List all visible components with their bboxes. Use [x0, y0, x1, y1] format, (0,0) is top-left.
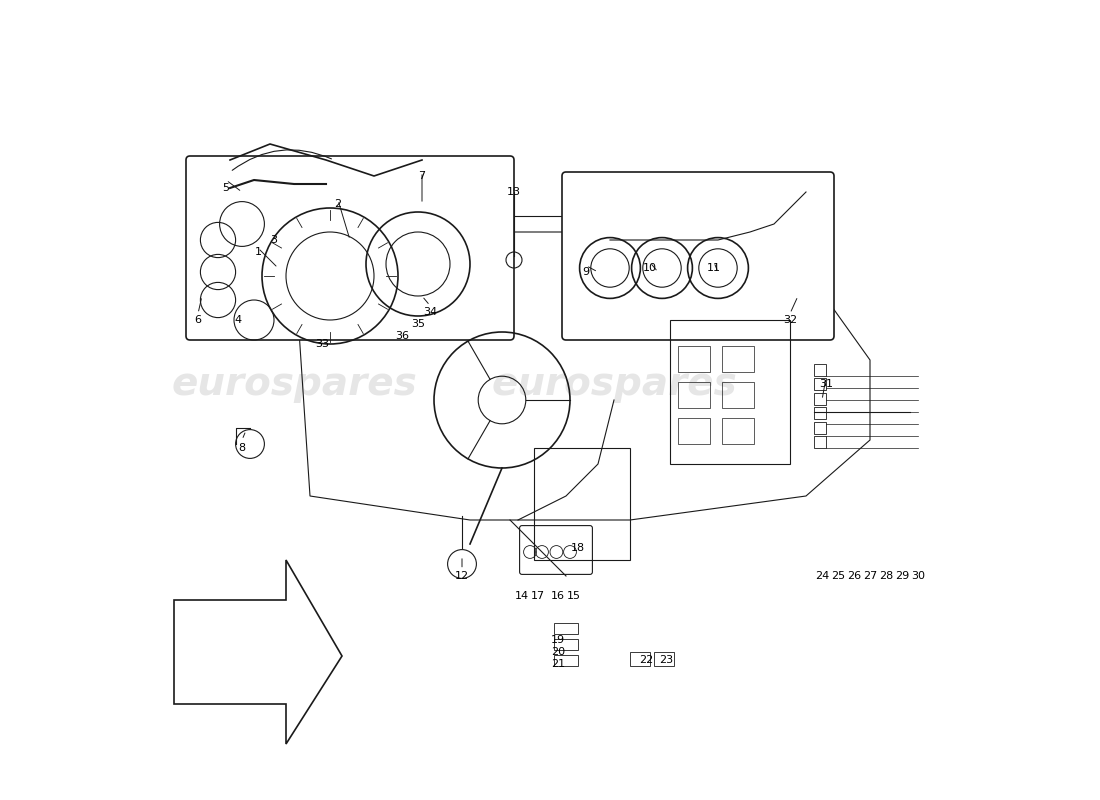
Bar: [554, 623, 578, 634]
Text: 24: 24: [815, 571, 829, 581]
Text: 8: 8: [239, 443, 245, 453]
Text: 5: 5: [222, 183, 230, 193]
Text: 26: 26: [847, 571, 861, 581]
Text: 32: 32: [783, 315, 798, 325]
Bar: [670, 320, 790, 464]
Bar: [814, 436, 826, 448]
Text: 7: 7: [418, 171, 426, 181]
Text: 34: 34: [422, 307, 437, 317]
Bar: [814, 378, 826, 390]
Text: 29: 29: [895, 571, 909, 581]
Text: 11: 11: [707, 263, 721, 273]
Text: 21: 21: [551, 659, 565, 669]
Text: 2: 2: [334, 199, 342, 209]
Text: 35: 35: [411, 319, 425, 329]
Text: 15: 15: [566, 591, 581, 601]
Text: 6: 6: [195, 315, 201, 325]
Text: 17: 17: [531, 591, 546, 601]
Text: 3: 3: [271, 235, 277, 245]
Text: 18: 18: [571, 543, 585, 553]
FancyBboxPatch shape: [186, 156, 514, 340]
Text: eurospares: eurospares: [172, 365, 417, 403]
Text: 33: 33: [315, 339, 329, 349]
Text: 28: 28: [879, 571, 893, 581]
Text: 30: 30: [911, 571, 925, 581]
Text: 23: 23: [659, 655, 673, 665]
Bar: [678, 346, 710, 372]
FancyBboxPatch shape: [519, 526, 593, 574]
Text: eurospares: eurospares: [491, 365, 737, 403]
Text: 4: 4: [234, 315, 242, 325]
Text: 25: 25: [830, 571, 845, 581]
Bar: [630, 652, 650, 666]
Bar: [814, 422, 826, 434]
Bar: [722, 418, 754, 444]
Bar: [554, 655, 578, 666]
Text: 19: 19: [551, 635, 565, 645]
Text: 31: 31: [820, 379, 833, 389]
Text: 12: 12: [455, 571, 469, 581]
Text: 22: 22: [639, 655, 653, 665]
Bar: [814, 407, 826, 419]
Bar: [534, 448, 630, 560]
Text: 27: 27: [862, 571, 877, 581]
Text: 9: 9: [582, 267, 590, 277]
Text: 20: 20: [551, 647, 565, 657]
Bar: [554, 639, 578, 650]
Bar: [722, 346, 754, 372]
Bar: [722, 382, 754, 408]
Text: 10: 10: [644, 263, 657, 273]
Text: 36: 36: [395, 331, 409, 341]
Bar: [678, 382, 710, 408]
FancyBboxPatch shape: [562, 172, 834, 340]
Bar: [654, 652, 674, 666]
Bar: [678, 418, 710, 444]
Text: 13: 13: [507, 187, 521, 197]
Text: 16: 16: [551, 591, 565, 601]
Bar: [814, 393, 826, 405]
Text: 14: 14: [515, 591, 529, 601]
Text: 1: 1: [254, 247, 262, 257]
Bar: [814, 364, 826, 376]
Polygon shape: [174, 560, 342, 744]
